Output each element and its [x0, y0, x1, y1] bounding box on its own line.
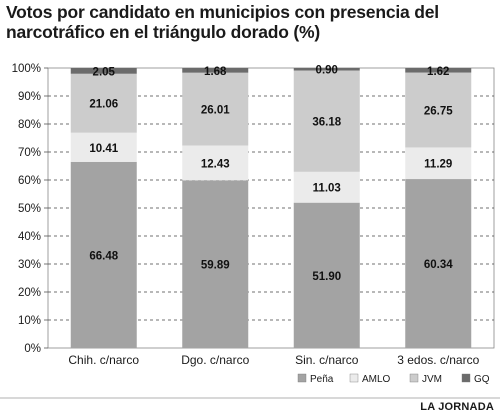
bar-segment — [405, 179, 472, 348]
y-tick-label: 60% — [18, 175, 41, 187]
legend-label: AMLO — [362, 374, 391, 385]
y-tick-label: 50% — [18, 203, 41, 215]
data-label: 26.01 — [201, 105, 230, 117]
data-label: 60.34 — [424, 259, 453, 271]
legend-label: JVM — [422, 374, 442, 385]
bar-segment — [293, 70, 360, 172]
data-label: 12.43 — [201, 158, 230, 170]
y-tick-label: 100% — [12, 63, 41, 75]
legend-label: Peña — [310, 374, 334, 385]
data-label: 1.68 — [204, 66, 227, 78]
legend-swatch — [409, 373, 419, 383]
bar-segment — [70, 132, 137, 162]
bar-segment — [70, 161, 137, 348]
bar-segment — [182, 67, 249, 73]
legend-swatch — [461, 373, 471, 383]
data-label: 0.90 — [316, 65, 338, 77]
bar-segment — [405, 68, 472, 73]
x-tick-label: Sin. c/narco — [295, 353, 359, 367]
bar-segment — [293, 171, 360, 203]
chart-title: Votos por candidato en municipios con pr… — [6, 2, 496, 42]
x-tick-label: 3 edos. c/narco — [397, 353, 479, 367]
data-label: 10.41 — [89, 143, 118, 155]
y-tick-label: 20% — [18, 287, 41, 299]
x-tick-label: Chih. c/narco — [68, 353, 139, 367]
legend-swatch — [297, 373, 307, 383]
legend-label: GQ — [474, 374, 490, 385]
source-credit: LA JORNADA — [420, 401, 494, 413]
bar-segment — [293, 202, 360, 348]
bar-segment — [70, 68, 137, 74]
data-label: 1.62 — [427, 66, 449, 78]
data-label: 21.06 — [89, 99, 118, 111]
x-tick-label: Dgo. c/narco — [181, 353, 249, 367]
chart-title-line-1: Votos por candidato en municipios con pr… — [6, 2, 439, 22]
bar-segment — [405, 72, 472, 148]
data-label: 36.18 — [312, 117, 341, 129]
legend-swatch — [349, 373, 359, 383]
data-label: 11.29 — [424, 159, 452, 171]
bar-segment — [182, 72, 249, 146]
bar-segment — [182, 145, 249, 181]
bar-segment — [182, 180, 249, 348]
data-label: 2.05 — [93, 66, 116, 78]
bar-segment — [405, 147, 472, 180]
y-tick-label: 0% — [24, 343, 41, 355]
y-tick-label: 40% — [18, 231, 41, 243]
bar-segment — [70, 73, 137, 133]
data-label: 26.75 — [424, 105, 453, 117]
y-tick-label: 80% — [18, 119, 41, 131]
y-tick-label: 10% — [18, 315, 41, 327]
data-label: 66.48 — [89, 250, 118, 262]
data-label: 59.89 — [201, 260, 230, 272]
y-tick-label: 30% — [18, 259, 41, 271]
y-tick-label: 70% — [18, 147, 41, 159]
chart-title-line-2: narcotráfico en el triángulo dorado (%) — [6, 22, 321, 42]
data-label: 51.90 — [312, 271, 341, 283]
data-label: 11.03 — [313, 183, 341, 195]
y-tick-label: 90% — [18, 91, 41, 103]
bar-segment — [293, 67, 360, 71]
